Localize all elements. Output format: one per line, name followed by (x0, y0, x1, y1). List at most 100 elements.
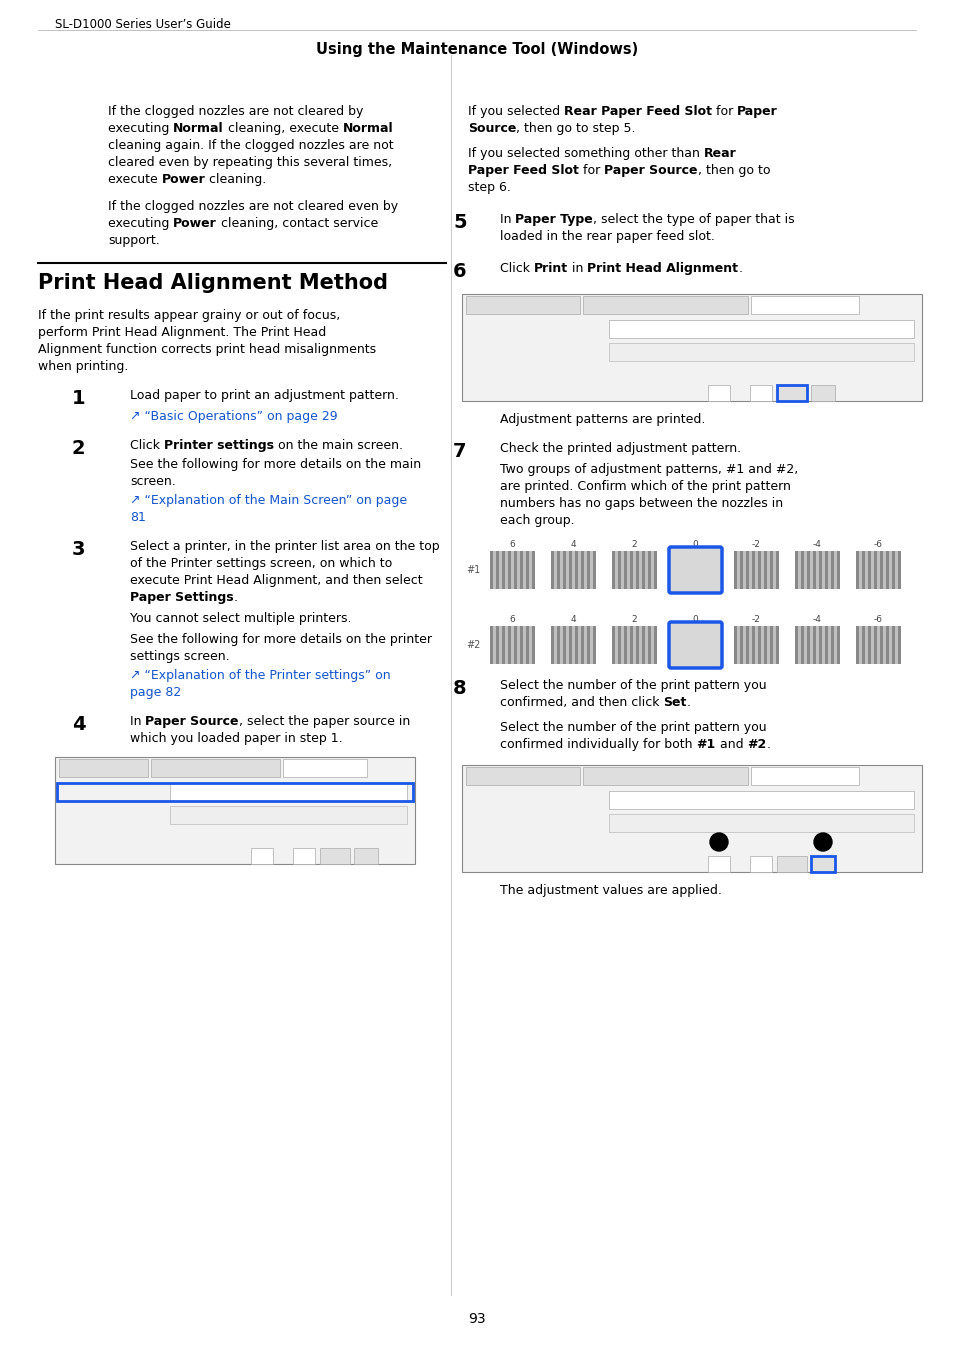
Bar (672, 551, 718, 589)
Bar (612, 551, 657, 589)
FancyBboxPatch shape (59, 759, 148, 778)
Bar (575, 626, 578, 664)
Bar (636, 626, 639, 664)
Bar (775, 626, 779, 664)
Bar (891, 551, 894, 589)
Text: Paper Source: Paper Source (603, 163, 697, 177)
Bar (758, 551, 760, 589)
FancyBboxPatch shape (668, 622, 721, 668)
Text: Paper Type: Paper Type (69, 811, 118, 819)
Bar (801, 626, 803, 664)
Bar (690, 626, 693, 664)
Bar (812, 551, 815, 589)
Text: cleaning, execute: cleaning, execute (224, 122, 343, 135)
Bar (794, 551, 840, 589)
Text: 5: 5 (453, 213, 466, 232)
Bar (836, 551, 840, 589)
Text: In: In (130, 716, 146, 728)
Bar (525, 626, 529, 664)
Text: and: and (715, 738, 746, 751)
Bar (679, 626, 681, 664)
Text: Adjustment Number: Adjustment Number (483, 387, 568, 397)
Bar (618, 551, 620, 589)
Text: #1: #1 (691, 859, 703, 868)
Bar (514, 626, 517, 664)
FancyBboxPatch shape (749, 385, 771, 401)
Text: Paper Source: Paper Source (69, 788, 129, 796)
Bar (623, 551, 626, 589)
Text: 93: 93 (468, 1312, 485, 1326)
Text: If the clogged nozzles are not cleared even by: If the clogged nozzles are not cleared e… (108, 200, 397, 213)
Bar (733, 551, 737, 589)
Bar (496, 551, 498, 589)
Text: on the main screen.: on the main screen. (274, 439, 402, 452)
Bar (562, 626, 565, 664)
Text: Paper Source: Paper Source (476, 796, 535, 805)
Text: Power: Power (173, 217, 217, 230)
Text: .: . (766, 738, 770, 751)
Bar (751, 551, 754, 589)
Text: #2: #2 (733, 859, 745, 868)
Bar (690, 551, 693, 589)
Text: -6: -6 (873, 616, 882, 624)
Bar (551, 626, 554, 664)
Text: 1: 1 (71, 389, 86, 408)
Text: Print: Print (781, 861, 801, 869)
Text: execute: execute (108, 173, 162, 186)
Text: #1: #1 (696, 738, 715, 751)
FancyBboxPatch shape (465, 767, 579, 784)
Bar (708, 626, 711, 664)
Text: Paper Settings: Paper Settings (130, 591, 233, 603)
FancyBboxPatch shape (170, 806, 407, 824)
Bar (806, 551, 809, 589)
Text: Paper Type: Paper Type (476, 348, 525, 356)
Bar (629, 626, 633, 664)
Text: -2: -2 (751, 540, 760, 549)
Bar (490, 551, 535, 589)
Text: Click: Click (130, 439, 164, 452)
Text: cleared even by repeating this several times,: cleared even by repeating this several t… (108, 157, 392, 169)
Bar (751, 626, 754, 664)
Bar (525, 551, 529, 589)
Bar (507, 551, 511, 589)
Bar (824, 551, 827, 589)
FancyBboxPatch shape (776, 856, 806, 872)
Text: .: . (686, 697, 690, 709)
Text: Adjustment Number: Adjustment Number (483, 859, 568, 868)
Bar (733, 551, 779, 589)
FancyBboxPatch shape (582, 767, 747, 784)
Text: screen.: screen. (130, 475, 175, 487)
Bar (490, 626, 535, 664)
FancyBboxPatch shape (151, 759, 280, 778)
Text: Print: Print (325, 853, 344, 863)
Bar (733, 626, 779, 664)
FancyBboxPatch shape (707, 856, 729, 872)
Bar (519, 626, 522, 664)
Bar (824, 626, 827, 664)
Bar (801, 551, 803, 589)
Bar (593, 626, 596, 664)
Text: Load paper to print an adjustment pattern.: Load paper to print an adjustment patter… (130, 389, 398, 402)
Text: ↗ “Explanation of the Printer settings” on: ↗ “Explanation of the Printer settings” … (130, 670, 390, 682)
Bar (879, 551, 882, 589)
Bar (745, 551, 748, 589)
Text: numbers has no gaps between the nozzles in: numbers has no gaps between the nozzles … (499, 497, 782, 510)
Bar (490, 626, 493, 664)
Text: Roll Paper: Roll Paper (613, 324, 658, 333)
Bar (897, 551, 900, 589)
Bar (557, 551, 559, 589)
Bar (507, 626, 511, 664)
Bar (684, 626, 687, 664)
Text: See the following for more details on the main: See the following for more details on th… (130, 458, 420, 471)
FancyBboxPatch shape (810, 856, 834, 872)
Bar (855, 551, 858, 589)
FancyBboxPatch shape (608, 343, 913, 360)
Bar (618, 626, 620, 664)
Bar (623, 626, 626, 664)
Text: #2: #2 (746, 738, 766, 751)
Bar (769, 626, 772, 664)
Bar (672, 551, 676, 589)
Text: Photo Paper(Matte Roll): Photo Paper(Matte Roll) (613, 347, 712, 356)
Text: Paper Type: Paper Type (515, 213, 593, 225)
Text: Print: Print (534, 262, 568, 275)
